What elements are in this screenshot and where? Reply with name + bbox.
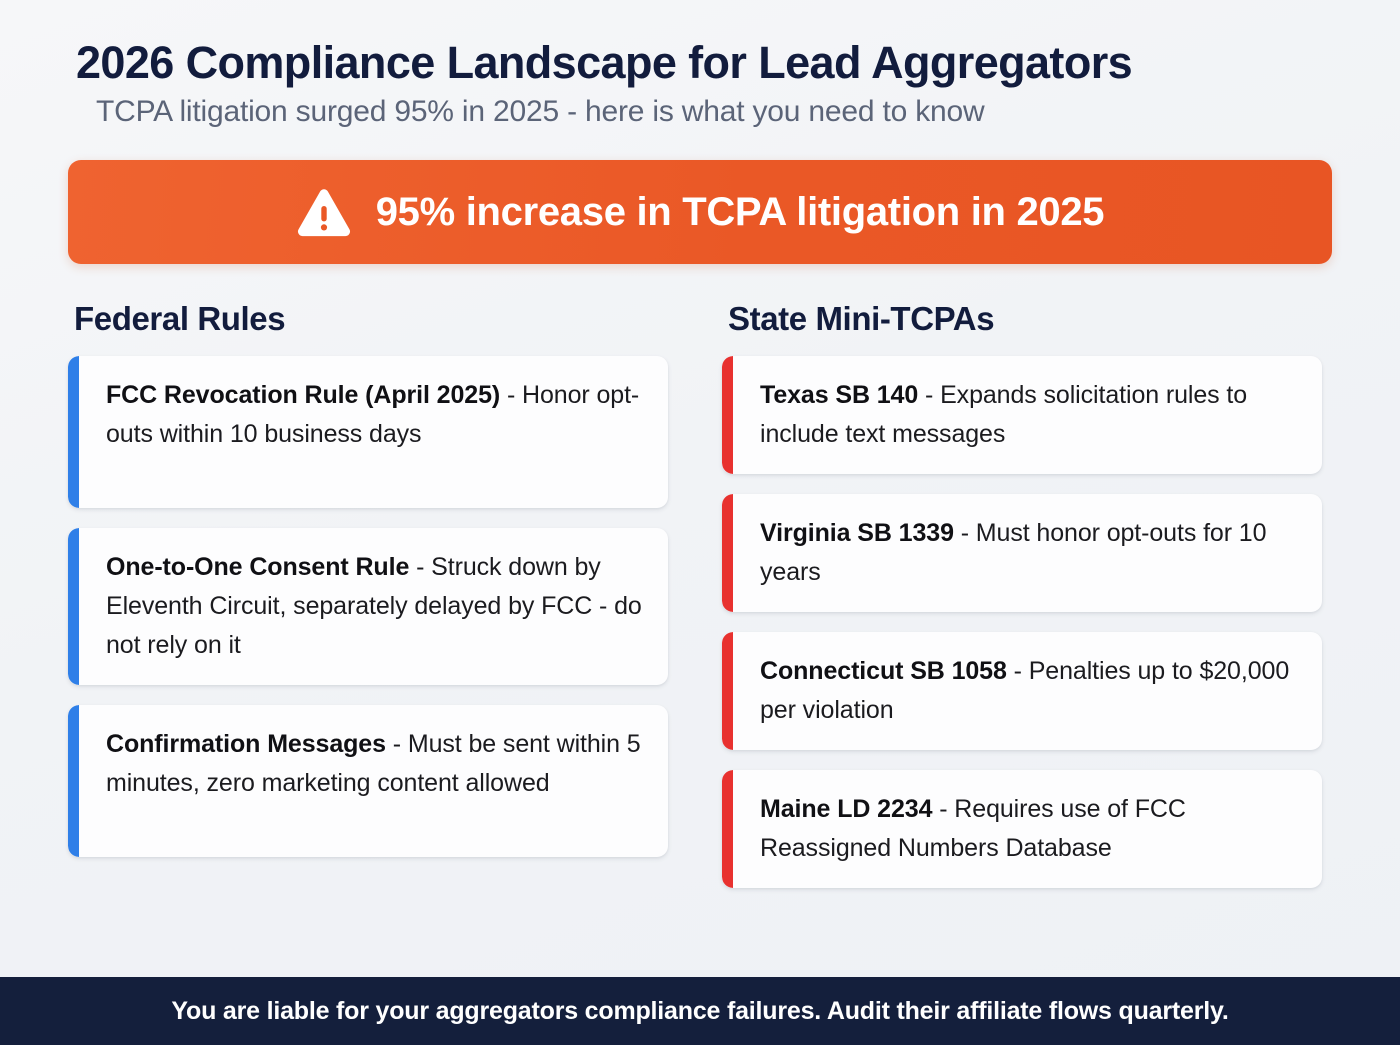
state-term: Virginia SB 1339 — [760, 519, 954, 548]
column-heading-federal: Federal Rules — [74, 300, 286, 338]
rule-term: Confirmation Messages — [106, 730, 386, 759]
state-card-text: Connecticut SB 1058 - Penalties up to $2… — [760, 652, 1296, 730]
state-description: - Penalties up to $20,000 per violation — [760, 657, 1290, 725]
rule-term: One-to-One Consent Rule — [106, 553, 410, 582]
warning-triangle-icon — [296, 185, 352, 239]
rule-card: Confirmation Messages - Must be sent wit… — [68, 705, 668, 858]
infographic-content: 2026 Compliance Landscape for Lead Aggre… — [68, 37, 1332, 889]
card-accent-bar — [68, 528, 79, 686]
state-card-text: Maine LD 2234 - Requires use of FCC Reas… — [760, 790, 1296, 868]
card-accent-bar — [722, 356, 733, 475]
rule-card: FCC Revocation Rule (April 2025) - Honor… — [68, 356, 668, 509]
state-card-text: Texas SB 140 - Expands solicitation rule… — [760, 376, 1296, 454]
card-accent-bar — [722, 494, 733, 613]
state-card-list: Texas SB 140 - Expands solicitation rule… — [722, 356, 1322, 889]
state-description: - Expands solicitation rules to include … — [760, 381, 1248, 449]
state-description: - Requires use of FCC Reassigned Numbers… — [760, 795, 1186, 863]
state-card-text: Virginia SB 1339 - Must honor opt-outs f… — [760, 514, 1296, 592]
page-subtitle: TCPA litigation surged 95% in 2025 - her… — [96, 95, 985, 129]
rule-description: - Honor opt-outs within 10 business days — [106, 381, 640, 449]
state-card: Maine LD 2234 - Requires use of FCC Reas… — [722, 770, 1322, 889]
column-state-mini-tcpas: State Mini-TCPAs Texas SB 140 - Expands … — [722, 300, 1322, 889]
state-term: Texas SB 140 — [760, 381, 919, 410]
column-heading-state: State Mini-TCPAs — [728, 300, 995, 338]
card-accent-bar — [68, 356, 79, 509]
footer-bar: You are liable for your aggregators comp… — [0, 977, 1400, 1045]
alert-banner: 95% increase in TCPA litigation in 2025 — [68, 160, 1332, 265]
card-accent-bar — [722, 770, 733, 889]
column-federal-rules: Federal Rules FCC Revocation Rule (April… — [68, 300, 668, 888]
rule-card: One-to-One Consent Rule - Struck down by… — [68, 528, 668, 686]
page-title: 2026 Compliance Landscape for Lead Aggre… — [76, 37, 1133, 88]
federal-card-list: FCC Revocation Rule (April 2025) - Honor… — [68, 356, 668, 858]
card-accent-bar — [68, 705, 79, 858]
state-term: Connecticut SB 1058 — [760, 657, 1007, 686]
columns-container: Federal Rules FCC Revocation Rule (April… — [68, 300, 1332, 889]
rule-description: - Struck down by Eleventh Circuit, separ… — [106, 553, 642, 660]
rule-card-text: FCC Revocation Rule (April 2025) - Honor… — [106, 376, 642, 454]
state-card: Texas SB 140 - Expands solicitation rule… — [722, 356, 1322, 475]
state-card: Connecticut SB 1058 - Penalties up to $2… — [722, 632, 1322, 751]
state-term: Maine LD 2234 — [760, 795, 933, 824]
state-description: - Must honor opt-outs for 10 years — [760, 519, 1267, 587]
rule-term: FCC Revocation Rule (April 2025) — [106, 381, 501, 410]
rule-description: - Must be sent within 5 minutes, zero ma… — [106, 730, 641, 798]
rule-card-text: Confirmation Messages - Must be sent wit… — [106, 725, 642, 803]
rule-card-text: One-to-One Consent Rule - Struck down by… — [106, 548, 642, 665]
state-card: Virginia SB 1339 - Must honor opt-outs f… — [722, 494, 1322, 613]
card-accent-bar — [722, 632, 733, 751]
footer-text: You are liable for your aggregators comp… — [171, 996, 1229, 1025]
alert-text: 95% increase in TCPA litigation in 2025 — [375, 189, 1105, 234]
